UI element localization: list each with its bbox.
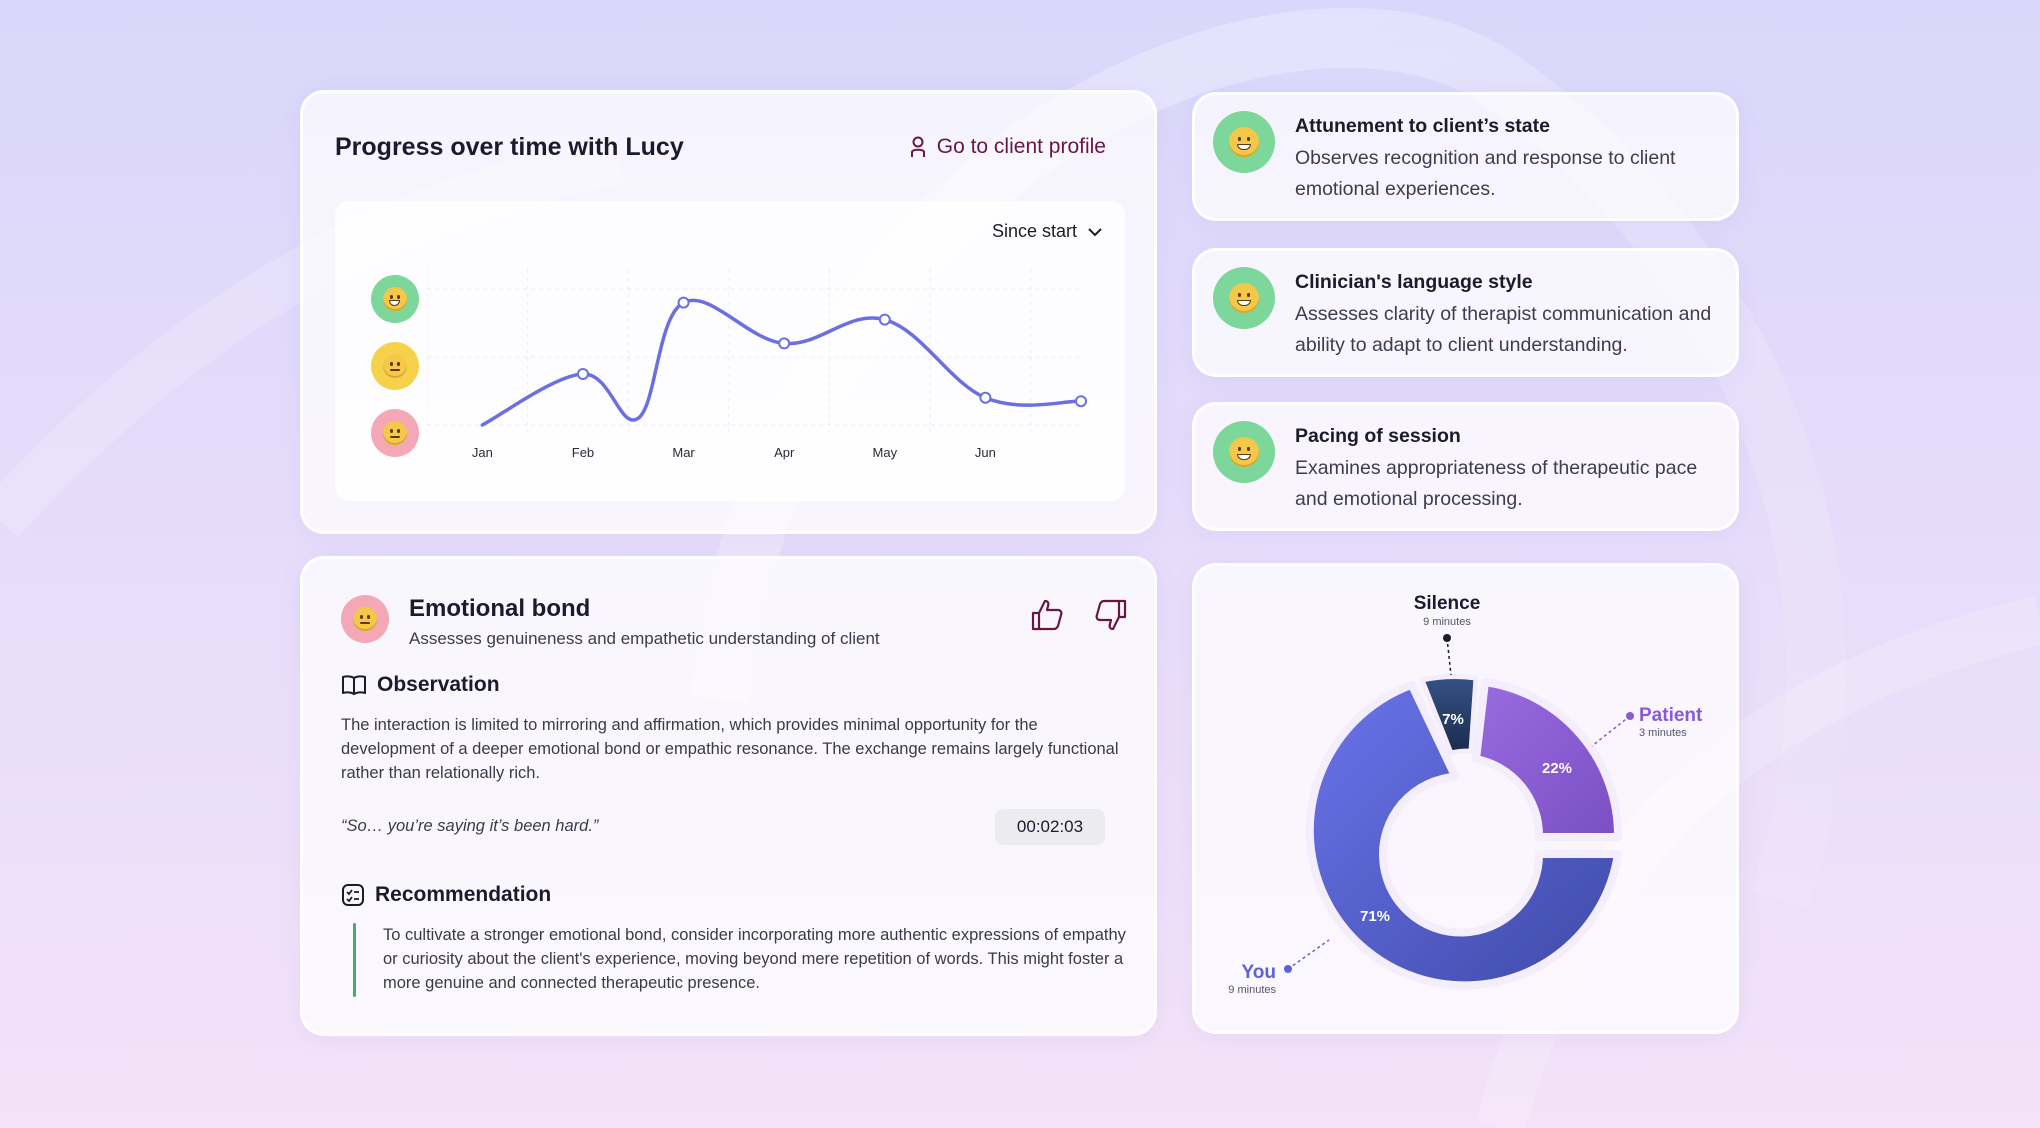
happy-icon — [1213, 267, 1275, 329]
range-dropdown[interactable]: Since start — [992, 221, 1103, 242]
metric-description: Examines appropriateness of therapeutic … — [1295, 457, 1698, 510]
neutral-level-icon — [371, 342, 419, 390]
progress-title: Progress over time with Lucy — [335, 133, 684, 161]
emotional-bond-card: Emotional bond Assesses genuineness and … — [300, 556, 1157, 1036]
progress-chart-panel: Since start Jan Feb Mar Apr May Jun — [335, 201, 1125, 501]
happy-icon — [1213, 421, 1275, 483]
metric-card-attunement[interactable]: Attunement to client’s state Observes re… — [1192, 92, 1739, 221]
x-tick-label: Mar — [672, 445, 695, 460]
observation-text: The interaction is limited to mirroring … — [341, 716, 1119, 782]
you-minutes: 9 minutes — [1228, 984, 1276, 996]
metric-description: Assesses clarity of therapist communicat… — [1295, 303, 1712, 356]
patient-callout-dot — [1626, 712, 1634, 720]
you-callout-dot — [1284, 965, 1292, 973]
observation-heading-label: Observation — [377, 673, 500, 696]
chart-grid — [427, 269, 1081, 435]
x-tick-label: Feb — [572, 445, 594, 460]
donut-slice-you — [1305, 680, 1622, 990]
x-tick-label: Jun — [975, 445, 996, 460]
data-point-marker — [979, 391, 992, 404]
x-tick-label: May — [873, 445, 898, 460]
bond-title: Emotional bond — [409, 595, 591, 622]
donut-slice-silence — [1419, 674, 1479, 756]
patient-pct-label: 22% — [1542, 760, 1572, 777]
patient-callout-line — [1591, 715, 1631, 747]
you-label: You — [1242, 962, 1276, 983]
book-icon — [342, 675, 366, 695]
silence-label: Silence — [1414, 593, 1481, 614]
recommendation-heading: Recommendation — [341, 883, 551, 907]
data-point-marker — [778, 337, 791, 350]
sad-level-icon — [371, 409, 419, 457]
talk-time-donut-chart: 7% 22% 71% Silence 9 minutes Patient 3 m… — [1228, 593, 1703, 996]
metric-description: Observes recognition and response to cli… — [1295, 147, 1676, 200]
metric-title: Attunement to client’s state — [1295, 115, 1550, 137]
talk-time-card: 7% 22% 71% Silence 9 minutes Patient 3 m… — [1192, 563, 1739, 1034]
checklist-icon — [342, 884, 364, 906]
metric-card-pacing[interactable]: Pacing of session Examines appropriatene… — [1192, 402, 1739, 531]
recommendation-heading-label: Recommendation — [375, 883, 552, 906]
data-point-marker — [1075, 395, 1087, 408]
x-tick-label: Apr — [774, 445, 795, 460]
donut-slice-patient — [1472, 678, 1623, 841]
bond-subtitle: Assesses genuineness and empathetic unde… — [409, 629, 880, 648]
patient-label: Patient — [1639, 705, 1703, 726]
person-icon — [910, 136, 925, 157]
patient-minutes: 3 minutes — [1639, 727, 1687, 739]
silence-minutes: 9 minutes — [1423, 616, 1471, 628]
progress-line-chart: Jan Feb Mar Apr May Jun — [427, 269, 1087, 460]
range-dropdown-label: Since start — [991, 221, 1077, 241]
silence-callout-line — [1446, 637, 1452, 676]
progress-card: Progress over time with Lucy Go to clien… — [300, 90, 1157, 534]
profile-link-label: Go to client profile — [936, 135, 1106, 158]
observation-heading: Observation — [341, 673, 500, 697]
metric-card-language-style[interactable]: Clinician's language style Assesses clar… — [1192, 248, 1739, 377]
data-point-marker — [878, 313, 891, 326]
thumbs-down-icon[interactable] — [1091, 595, 1131, 635]
thumbs-up-icon[interactable] — [1027, 595, 1067, 635]
quote-timestamp[interactable]: 00:02:03 — [995, 809, 1105, 845]
data-point-marker — [677, 296, 690, 309]
chevron-down-icon — [1088, 227, 1102, 236]
progress-series-line — [480, 298, 1083, 427]
recommendation-accent-bar — [353, 923, 356, 997]
recommendation-text: To cultivate a stronger emotional bond, … — [383, 926, 1126, 992]
session-quote: “So… you’re saying it’s been hard.” — [341, 817, 599, 835]
silence-callout-dot — [1443, 634, 1451, 642]
go-to-client-profile-link[interactable]: Go to client profile — [909, 135, 1106, 159]
metric-title: Pacing of session — [1295, 425, 1461, 447]
x-tick-label: Jan — [472, 445, 493, 460]
happy-level-icon — [371, 275, 419, 323]
you-pct-label: 71% — [1360, 908, 1390, 925]
happy-icon — [1213, 111, 1275, 173]
silence-pct-label: 7% — [1442, 711, 1464, 728]
metric-title: Clinician's language style — [1295, 271, 1533, 293]
bond-sad-icon — [341, 595, 389, 643]
you-callout-line — [1287, 939, 1330, 970]
data-point-marker — [576, 368, 589, 380]
